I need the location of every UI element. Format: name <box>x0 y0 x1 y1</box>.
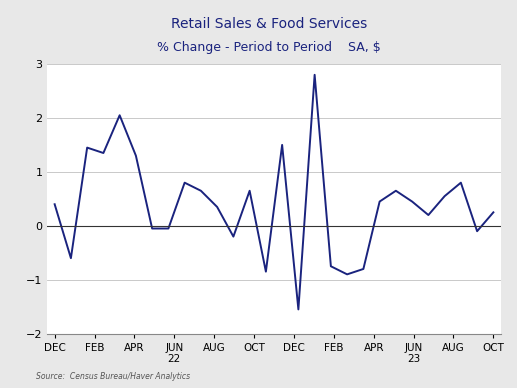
Text: Retail Sales & Food Services: Retail Sales & Food Services <box>171 17 367 31</box>
Text: % Change - Period to Period    SA, $: % Change - Period to Period SA, $ <box>157 41 381 54</box>
Text: Source:  Census Bureau/Haver Analytics: Source: Census Bureau/Haver Analytics <box>36 372 190 381</box>
